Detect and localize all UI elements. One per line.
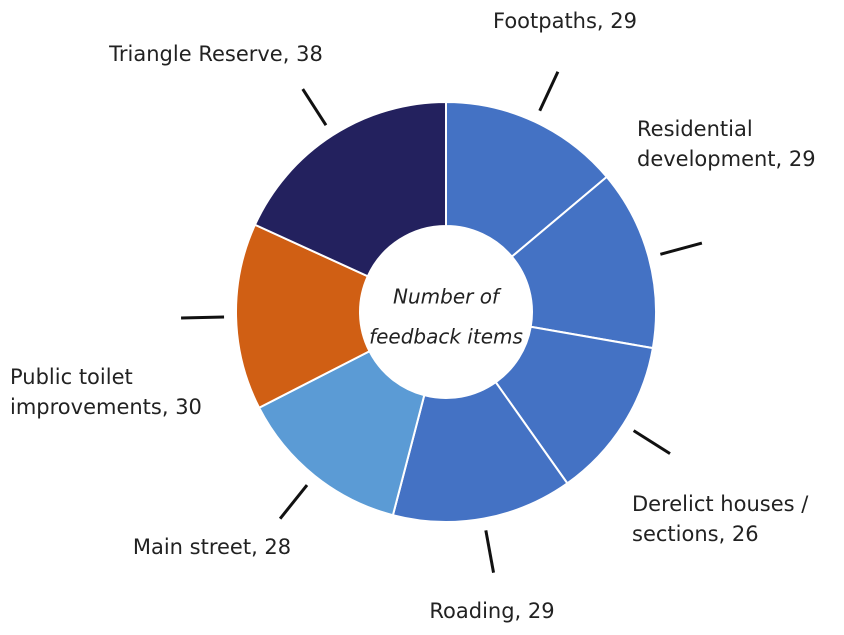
data-label: Footpaths, 29 [493, 9, 637, 33]
leader-line [659, 241, 703, 256]
data-label: Residential [637, 117, 753, 141]
leader-line [632, 429, 671, 455]
data-label: Public toilet [10, 365, 133, 389]
data-label: development, 29 [637, 147, 816, 171]
data-label: Derelict houses / [632, 492, 809, 516]
data-label: sections, 26 [632, 522, 759, 546]
data-label: Roading, 29 [429, 599, 554, 623]
leader-line [181, 315, 225, 320]
data-label: Main street, 28 [133, 535, 291, 559]
data-label: Triangle Reserve, 38 [108, 42, 323, 66]
center-label: feedback items [369, 325, 523, 349]
data-label: improvements, 30 [10, 395, 202, 419]
center-hole [360, 226, 532, 398]
leader-line [278, 484, 309, 520]
leader-line [484, 530, 496, 573]
center-label: Number of [393, 285, 502, 309]
leader-line [538, 71, 560, 112]
leader-line [301, 88, 328, 127]
